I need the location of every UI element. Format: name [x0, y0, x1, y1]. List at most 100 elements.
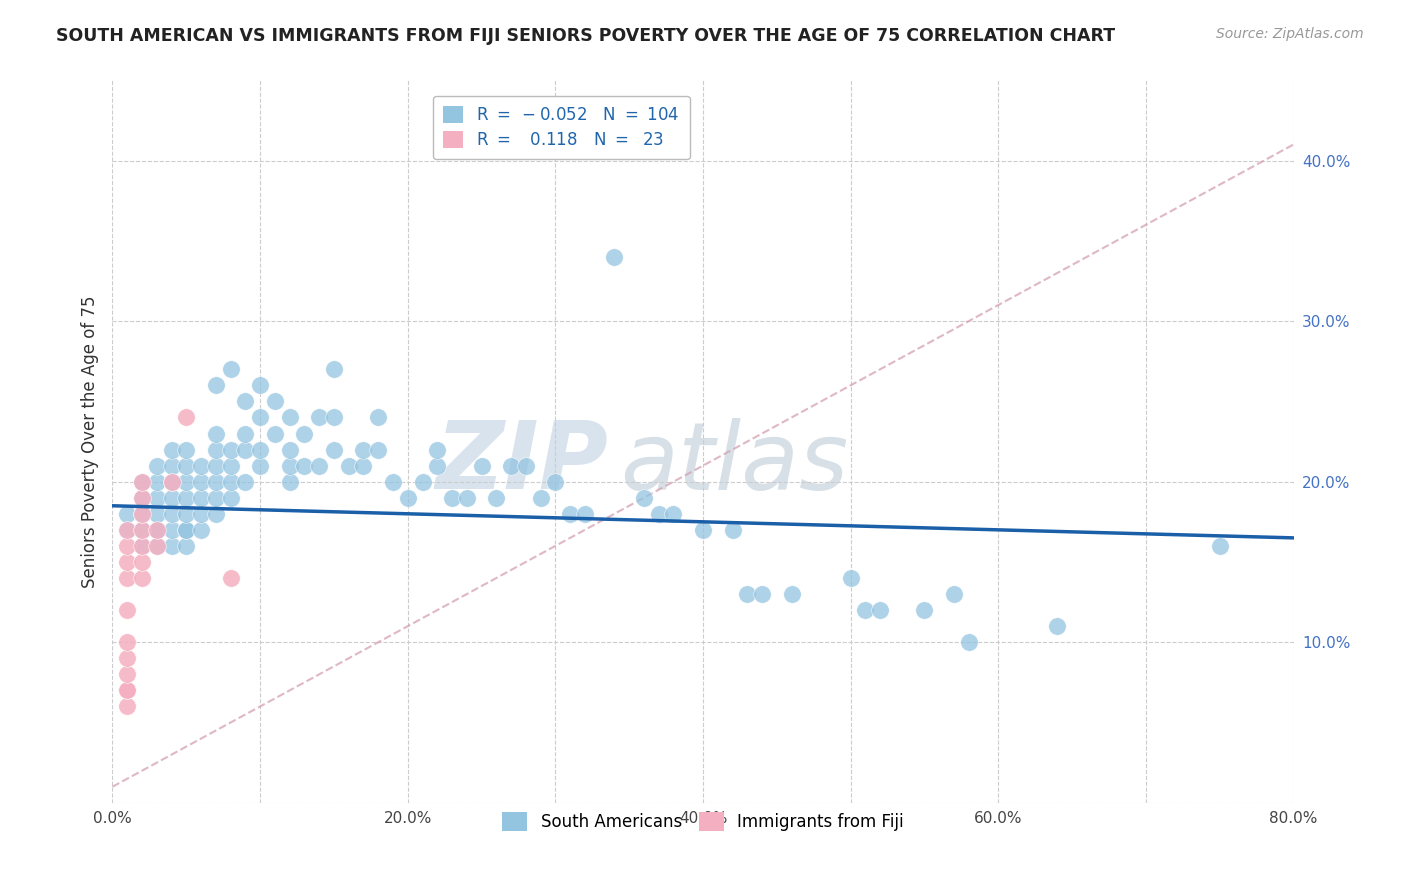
Point	[160, 539, 183, 553]
Point	[117, 699, 138, 714]
Point	[131, 507, 153, 521]
Text: atlas: atlas	[620, 417, 849, 508]
Point	[942, 587, 965, 601]
Point	[205, 426, 228, 441]
Point	[249, 410, 271, 425]
Point	[131, 491, 153, 505]
Point	[278, 442, 301, 457]
Point	[131, 555, 153, 569]
Point	[174, 410, 197, 425]
Legend: South Americans, Immigrants from Fiji: South Americans, Immigrants from Fiji	[496, 805, 910, 838]
Point	[957, 635, 980, 649]
Point	[174, 539, 197, 553]
Point	[219, 491, 242, 505]
Point	[367, 442, 389, 457]
Text: SOUTH AMERICAN VS IMMIGRANTS FROM FIJI SENIORS POVERTY OVER THE AGE OF 75 CORREL: SOUTH AMERICAN VS IMMIGRANTS FROM FIJI S…	[56, 27, 1115, 45]
Point	[233, 442, 256, 457]
Point	[278, 475, 301, 489]
Point	[146, 539, 169, 553]
Point	[190, 507, 212, 521]
Point	[396, 491, 419, 505]
Point	[117, 667, 138, 681]
Point	[146, 507, 169, 521]
Point	[117, 635, 138, 649]
Point	[146, 523, 169, 537]
Point	[117, 603, 138, 617]
Point	[131, 539, 153, 553]
Point	[515, 458, 537, 473]
Point	[131, 571, 153, 585]
Point	[174, 442, 197, 457]
Point	[411, 475, 433, 489]
Point	[501, 458, 523, 473]
Point	[160, 507, 183, 521]
Point	[264, 394, 287, 409]
Point	[117, 571, 138, 585]
Point	[117, 683, 138, 698]
Point	[633, 491, 655, 505]
Point	[174, 523, 197, 537]
Point	[323, 362, 346, 376]
Point	[219, 571, 242, 585]
Point	[146, 458, 169, 473]
Point	[721, 523, 744, 537]
Point	[219, 362, 242, 376]
Point	[337, 458, 360, 473]
Point	[117, 539, 138, 553]
Point	[205, 507, 228, 521]
Point	[603, 250, 626, 264]
Point	[174, 475, 197, 489]
Point	[205, 475, 228, 489]
Point	[131, 507, 153, 521]
Point	[233, 394, 256, 409]
Point	[574, 507, 596, 521]
Point	[456, 491, 478, 505]
Point	[544, 475, 567, 489]
Point	[323, 442, 346, 457]
Point	[146, 523, 169, 537]
Point	[367, 410, 389, 425]
Point	[558, 507, 582, 521]
Point	[839, 571, 862, 585]
Point	[470, 458, 494, 473]
Point	[131, 475, 153, 489]
Point	[160, 458, 183, 473]
Point	[352, 458, 374, 473]
Point	[117, 507, 138, 521]
Point	[117, 683, 138, 698]
Point	[233, 426, 256, 441]
Point	[160, 475, 183, 489]
Point	[219, 442, 242, 457]
Point	[662, 507, 685, 521]
Point	[160, 475, 183, 489]
Point	[441, 491, 464, 505]
Point	[292, 426, 315, 441]
Point	[308, 458, 330, 473]
Point	[146, 491, 169, 505]
Point	[869, 603, 891, 617]
Point	[174, 491, 197, 505]
Point	[692, 523, 714, 537]
Point	[278, 410, 301, 425]
Point	[131, 491, 153, 505]
Point	[426, 442, 449, 457]
Point	[117, 651, 138, 665]
Point	[249, 378, 271, 392]
Point	[205, 491, 228, 505]
Point	[160, 491, 183, 505]
Point	[190, 458, 212, 473]
Point	[647, 507, 671, 521]
Y-axis label: Seniors Poverty Over the Age of 75: Seniors Poverty Over the Age of 75	[80, 295, 98, 588]
Point	[174, 458, 197, 473]
Point	[174, 523, 197, 537]
Point	[219, 475, 242, 489]
Point	[160, 442, 183, 457]
Point	[249, 458, 271, 473]
Point	[205, 458, 228, 473]
Point	[323, 410, 346, 425]
Point	[131, 475, 153, 489]
Point	[278, 458, 301, 473]
Point	[751, 587, 773, 601]
Point	[264, 426, 287, 441]
Point	[249, 442, 271, 457]
